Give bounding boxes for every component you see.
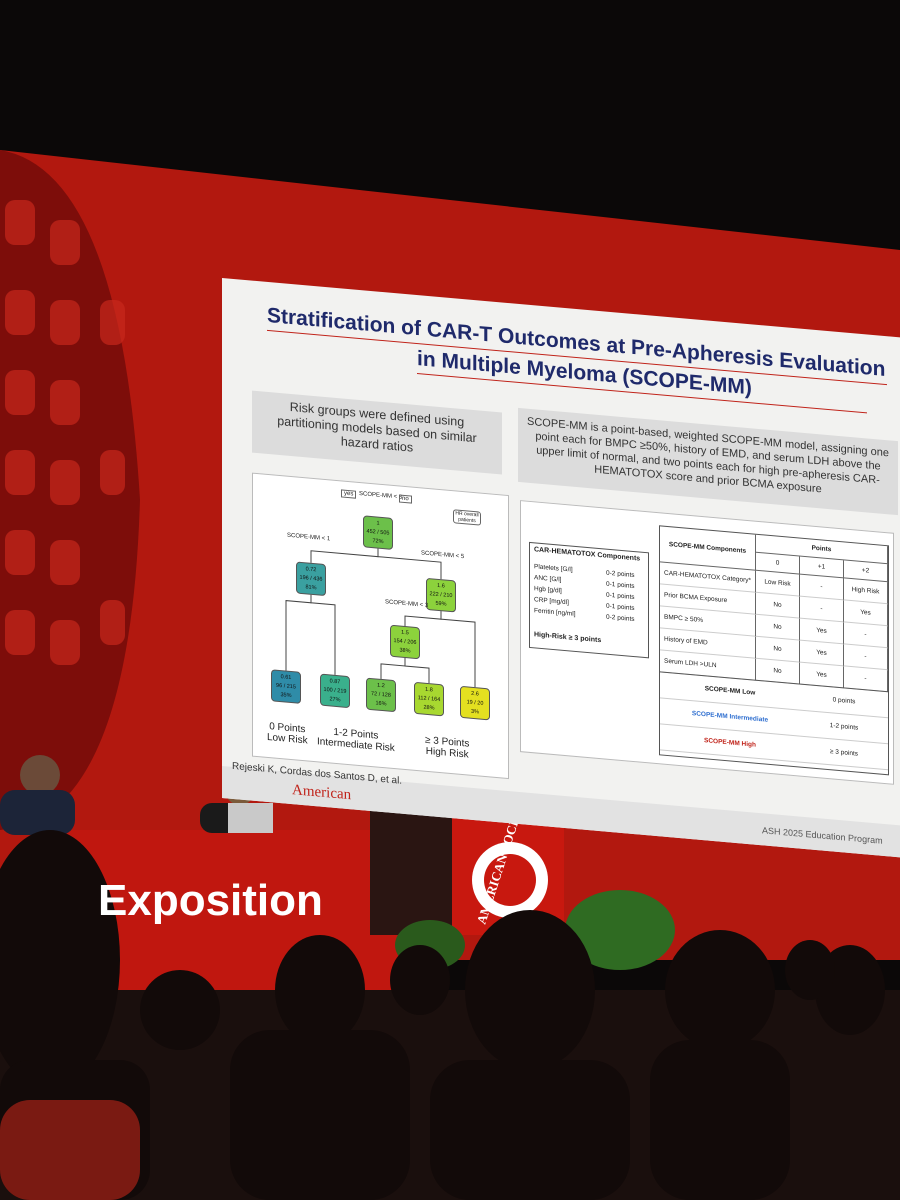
- wall-pattern: [5, 200, 125, 665]
- tree-edge: [440, 611, 476, 688]
- split-no: no: [399, 494, 412, 504]
- risk-group: 0 Points Low Risk: [267, 721, 308, 746]
- score-table: SCOPE-MM Components Points 0 +1 +2 CAR-HEMATO…: [659, 525, 889, 776]
- tree-node: 0.87 100 / 219 27%: [320, 673, 350, 709]
- tree-node: 2.6 19 / 20 3%: [460, 685, 490, 721]
- podium-logo-inner: [484, 854, 536, 906]
- podium-side: [370, 805, 460, 935]
- risk-group: ≥ 3 Points High Risk: [425, 735, 469, 761]
- component-points: 0-1 points: [606, 602, 635, 613]
- tree-edge: [285, 594, 312, 671]
- tree-node: 1 452 / 505 72%: [363, 515, 393, 550]
- component-name: Platelets [G/l]: [534, 563, 573, 574]
- node-pct: 3%: [471, 708, 479, 716]
- audience-shirt: [0, 1100, 140, 1200]
- tree-node: 0.72 196 / 436 81%: [296, 561, 326, 597]
- tree-panel: 1 452 / 505 72% 0.72 196 / 436 81% 1.6 222 / 21…: [252, 472, 509, 780]
- left-note: Risk groups were defined using partition…: [252, 390, 502, 475]
- score-panel: CAR-HEMATOTOX Components Platelets [G/l] 0…: [520, 500, 894, 785]
- slide: Stratification of CAR-T Outcomes at Pre-…: [222, 278, 900, 860]
- tree-edge: [377, 548, 442, 580]
- tree-legend: HR overall patients: [453, 509, 481, 526]
- banner-text: Exposition: [98, 876, 323, 925]
- plant: [565, 890, 675, 970]
- component-name: CRP [mg/dl]: [534, 596, 569, 607]
- tree-node: 1.5 154 / 206 38%: [390, 624, 420, 660]
- component-points: 0-1 points: [606, 580, 635, 591]
- components-title: CAR-HEMATOTOX Components: [534, 546, 641, 563]
- panelist-head: [20, 755, 60, 795]
- tree-edge: [310, 594, 336, 675]
- component-name: Hgb [g/dl]: [534, 585, 562, 595]
- component-points: 0-1 points: [606, 591, 635, 602]
- tree-edge: [404, 657, 430, 684]
- right-note: SCOPE-MM is a point-based, weighted SCOP…: [518, 407, 898, 516]
- tree-node: 1.8 112 / 164 28%: [414, 681, 444, 717]
- component-name: ANC [G/l]: [534, 574, 562, 584]
- component-points: 0-2 points: [606, 569, 635, 580]
- tree-edges: [285, 548, 476, 688]
- component-name: Ferritin [ng/ml]: [534, 607, 576, 618]
- laptop: [228, 803, 273, 833]
- panelist-body: [0, 790, 75, 835]
- components-footer: High-Risk ≥ 3 points: [534, 631, 602, 645]
- components-box: CAR-HEMATOTOX Components Platelets [G/l] 0…: [529, 541, 649, 659]
- tree-node: 1.6 222 / 210 59%: [426, 577, 456, 613]
- tree-node: 0.61 96 / 215 35%: [271, 669, 301, 704]
- tree-edge: [380, 657, 406, 679]
- split-yes: yes: [341, 489, 357, 499]
- component-points: 0-2 points: [606, 613, 635, 624]
- tree-node: 1.2 72 / 128 16%: [366, 677, 396, 713]
